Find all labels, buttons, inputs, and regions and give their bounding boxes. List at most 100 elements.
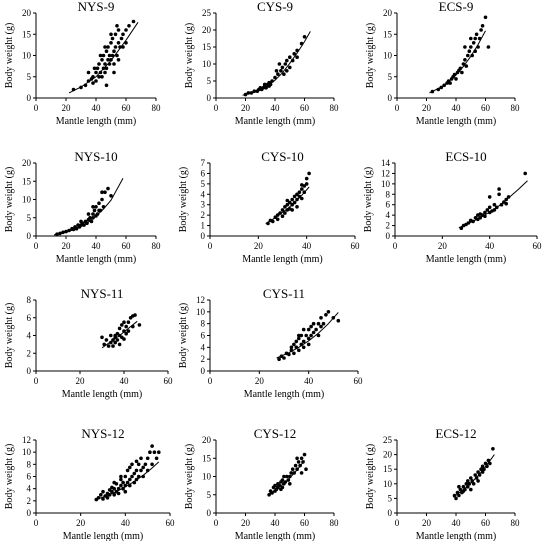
y-tick-label: 10 (202, 472, 212, 482)
data-point (152, 450, 157, 455)
y-tick-label: 5 (207, 76, 212, 86)
data-point (96, 496, 101, 500)
data-point (285, 474, 289, 479)
data-point (319, 316, 323, 320)
data-point (101, 489, 105, 494)
data-point (292, 342, 296, 347)
data-point (275, 217, 280, 222)
data-point (112, 70, 116, 75)
data-point (463, 487, 467, 492)
data-point (486, 458, 491, 463)
data-point (467, 482, 472, 486)
data-point (122, 329, 126, 333)
y-tick-label: 2 (201, 210, 206, 220)
data-point (128, 483, 132, 488)
data-point (112, 49, 116, 53)
data-point (119, 477, 123, 482)
data-point (436, 87, 441, 92)
data-point (273, 215, 278, 219)
data-point (292, 200, 297, 205)
data-point (301, 339, 306, 344)
data-point (97, 62, 101, 66)
y-tick-label: 12 (196, 295, 205, 305)
y-tick-label: 0 (201, 366, 206, 376)
x-axis-label: Mantle length (mm) (56, 254, 137, 265)
y-tick-label: 2 (27, 348, 32, 358)
data-point (469, 487, 473, 492)
data-point (124, 331, 128, 336)
x-tick-label: 20 (254, 241, 264, 251)
data-point (448, 81, 452, 85)
x-tick-label: 60 (122, 241, 132, 251)
x-tick-label: 80 (152, 103, 162, 113)
data-point (316, 321, 321, 326)
data-point (98, 70, 103, 75)
x-tick-label: 0 (34, 518, 39, 528)
data-point (139, 468, 143, 473)
data-point (243, 92, 248, 97)
data-point (292, 52, 297, 56)
data-point (466, 53, 470, 58)
data-point (276, 72, 280, 76)
data-point (283, 62, 288, 66)
data-point (102, 342, 106, 347)
data-point (145, 456, 150, 461)
data-point (277, 357, 281, 362)
data-point (283, 205, 287, 209)
y-tick-label: 0 (201, 231, 206, 241)
fit-curve (96, 461, 160, 501)
x-tick-label: 20 (255, 376, 265, 386)
x-tick-label: 0 (208, 241, 213, 251)
y-tick-label: 5 (27, 213, 32, 223)
y-tick-label: 5 (207, 490, 212, 500)
x-tick-label: 20 (422, 103, 432, 113)
data-point (288, 474, 292, 479)
data-point (290, 208, 295, 212)
x-tick-label: 20 (62, 241, 72, 251)
y-tick-label: 0 (207, 93, 212, 103)
panel-title: NYS-9 (78, 0, 115, 14)
data-point (476, 45, 480, 49)
data-point (319, 324, 323, 329)
data-point (150, 462, 154, 467)
data-point (477, 36, 482, 41)
y-tick-label: 10 (202, 59, 212, 69)
data-point (285, 198, 290, 203)
y-tick-label: 20 (22, 158, 32, 168)
x-tick-label: 80 (330, 518, 340, 528)
y-axis-label: Body weight (g) (4, 444, 15, 510)
x-axis-label: Mantle length (mm) (244, 389, 325, 400)
x-axis-label: Mantle length (mm) (416, 531, 497, 541)
data-point (94, 205, 98, 209)
data-point (125, 468, 130, 473)
data-point (298, 463, 302, 468)
data-point (103, 190, 107, 194)
data-point (463, 58, 467, 62)
data-point (128, 477, 132, 482)
data-point (300, 196, 304, 201)
data-point (304, 467, 308, 472)
data-point (474, 476, 479, 480)
data-point (479, 467, 483, 472)
data-point (288, 200, 292, 205)
data-point (288, 482, 292, 486)
y-tick-label: 0 (27, 508, 32, 518)
data-point (301, 460, 305, 464)
x-tick-label: 20 (241, 103, 251, 113)
data-point (104, 338, 109, 342)
data-point (94, 79, 98, 83)
data-point (282, 356, 286, 360)
data-point (289, 345, 294, 350)
panel-title: CYS-10 (261, 149, 304, 164)
data-point (115, 53, 119, 58)
y-tick-label: 10 (383, 51, 393, 61)
data-point (482, 467, 486, 472)
data-point (249, 91, 254, 95)
data-point (486, 45, 491, 49)
data-point (314, 327, 318, 332)
data-point (246, 91, 251, 95)
x-tick-label: 40 (92, 241, 102, 251)
data-point (275, 213, 280, 217)
